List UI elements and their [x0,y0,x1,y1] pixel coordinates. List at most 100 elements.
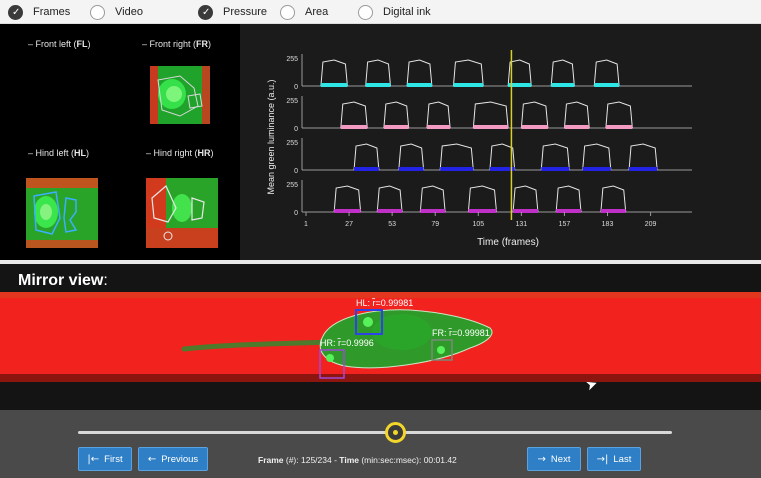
mirror-label-hr: HR: r̃=0.9996 [320,337,374,348]
luminance-trace [605,101,633,129]
frames-radio-checked-icon[interactable] [8,4,23,20]
x-tick-label: 105 [472,221,484,228]
frame-time-readout: Frame (#): 125/234 - Time (min:sec:msec)… [258,455,457,465]
pressure-radio-checked-icon[interactable] [198,4,213,20]
paw-label-front-left: – Front left (FL) [28,39,91,49]
option-digital-ink-label: Digital ink [383,6,431,18]
stance-bar [513,209,538,213]
playback-controls: |← First ← Previous Frame (#): 125/234 -… [0,410,761,478]
stance-bar [334,209,361,213]
luminance-trace [600,185,627,213]
video-radio-icon[interactable] [90,4,105,20]
area-radio-icon[interactable] [280,4,295,20]
option-video-label: Video [115,6,143,18]
stance-bar [407,83,432,87]
y-tick-label: 255 [286,56,298,63]
stance-bar [489,167,515,171]
luminance-trace [320,59,348,87]
stance-bar [354,167,379,171]
stance-bar [594,83,620,87]
stance-bar [420,209,446,213]
option-area-label: Area [305,6,329,18]
frame-slider-track[interactable] [78,431,672,434]
skip-to-first-icon: |← [87,453,100,465]
hind-left-paw-image [26,178,98,248]
stance-bar [551,83,575,87]
pressure-chart-panel: 0 255 0 255 0 255 0 255 1 27 53 79 105 131 157 183 209 … [240,24,761,260]
luminance-trace [383,101,410,129]
arrow-right-icon: → [537,453,546,465]
luminance-trace [439,143,474,171]
stance-bar [556,209,582,213]
stance-bar [398,167,424,171]
luminance-trace [333,185,362,213]
luminance-trace [365,59,391,87]
y-tick-label: 255 [286,182,298,189]
x-tick-label: 157 [559,221,571,228]
luminance-trace [550,59,575,87]
option-area[interactable]: Area [280,4,328,20]
luminance-trace [540,143,570,171]
luminance-trace [353,143,380,171]
x-tick-label: 53 [388,221,396,228]
stance-bar [320,83,348,87]
first-frame-button[interactable]: |← First [78,447,132,471]
stance-bar [629,167,658,171]
time-value: 00:01.42 [423,455,457,465]
option-video[interactable]: Video [90,4,143,20]
mirror-view-panel: Mirror view: HL: r̃=0.99981 FR: r̃=0.999… [0,264,761,410]
option-digital-ink[interactable]: Digital ink [358,4,431,20]
skip-to-last-icon: →| [596,453,609,465]
frame-slider-thumb[interactable] [384,422,406,443]
paw-label-hind-left: – Hind left (HL) [28,148,90,158]
luminance-trace [452,59,484,87]
option-frames[interactable]: Frames [8,4,70,20]
hind-right-paw-image [146,178,218,248]
x-tick-label: 1 [304,221,308,228]
digital-ink-radio-icon[interactable] [358,4,373,20]
luminance-trace [398,143,425,171]
luminance-trace [512,185,539,213]
analysis-panel: – Front left (FL) – Front right (FR) – H… [0,24,761,260]
x-tick-label: 183 [602,221,614,228]
luminance-trace [489,143,516,171]
option-pressure-label: Pressure [223,6,268,18]
stance-bar [440,167,474,171]
luminance-trace [376,185,403,213]
y-tick-label: 0 [294,126,298,133]
luminance-trace [406,59,433,87]
y-tick-label: 255 [286,140,298,147]
y-tick-label: 0 [294,210,298,217]
x-tick-label: 79 [431,221,439,228]
stance-bar [582,167,611,171]
luminance-trace [593,59,620,87]
stance-bar [426,125,451,129]
arrow-left-icon: ← [147,453,157,465]
previous-frame-button[interactable]: ← Previous [138,447,208,471]
mirror-label-fr: FR: r̃=0.99981 [432,327,490,338]
luminance-trace [507,59,532,87]
mirror-view-title: Mirror view: [18,272,108,289]
luminance-trace [628,143,658,171]
option-frames-label: Frames [33,6,71,18]
mirror-label-hl: HL: r̃=0.99981 [356,297,413,308]
luminance-trace [467,185,498,213]
display-options-bar: Frames Video Pressure Area Digital ink [0,0,761,24]
section-divider [0,260,761,264]
stance-bar [340,125,368,129]
x-tick-label: 27 [345,221,353,228]
stance-bar [383,125,409,129]
option-pressure[interactable]: Pressure [198,4,267,20]
stance-bar [473,125,509,129]
paw-label-front-right: – Front right (FR) [142,39,212,49]
last-frame-button[interactable]: →| Last [587,447,641,471]
front-right-paw-image [150,66,210,124]
stance-bar [377,209,403,213]
next-frame-button[interactable]: → Next [527,447,581,471]
frame-counter: 125/234 [301,455,332,465]
stance-bar [365,83,391,87]
stance-bar [521,125,548,129]
luminance-trace [555,185,582,213]
chart-x-label: Time (frames) [477,237,539,248]
x-tick-label: 131 [516,221,528,228]
